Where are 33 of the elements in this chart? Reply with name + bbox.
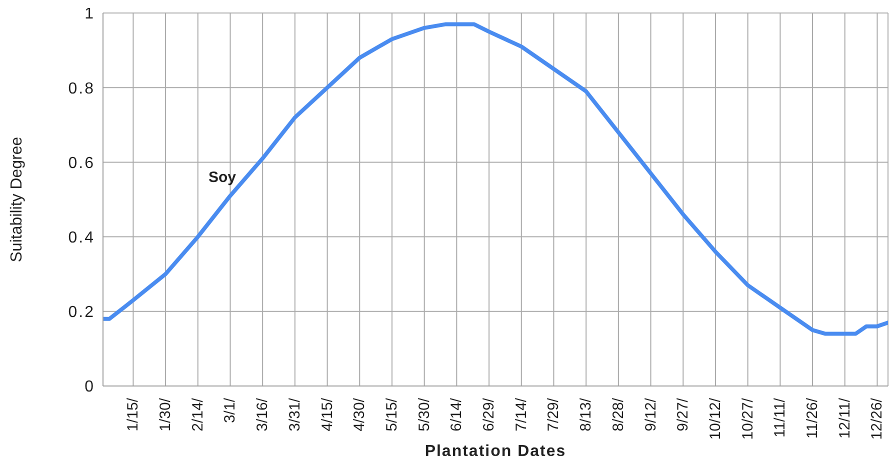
x-tick-label: 8/13/ [578,397,595,432]
x-tick-label: 4/15/ [318,397,336,432]
x-tick-label: 10/27/ [739,397,756,440]
x-tick-label: 5/30/ [416,397,433,432]
y-tick-label: 0 [84,378,95,396]
x-tick-label: 9/12/ [642,397,660,432]
x-tick-label: 1/30/ [157,397,174,432]
x-tick-label: 3/31/ [286,397,304,432]
y-tick-label: 0.2 [68,304,95,322]
y-tick-label: 0.8 [68,80,95,98]
y-tick-label: 1 [84,6,95,23]
x-tick-label: 1/15/ [124,397,142,432]
x-tick-label: 8/28/ [610,397,627,432]
y-tick-label: 0.4 [68,229,95,246]
x-tick-label: 12/11/ [836,397,854,439]
x-tick-label: 11/11/ [772,397,789,438]
x-tick-label: 6/29/ [480,397,498,432]
series-label: Soy [208,168,237,186]
x-tick-label: 7/29/ [545,397,562,432]
x-axis-title: Plantation Dates [424,443,566,456]
x-tick-label: 5/15/ [383,397,400,432]
x-tick-label: 12/26/ [868,397,886,440]
x-tick-label: 2/14/ [189,397,206,432]
y-axis-title: Suitability Degree [8,136,26,262]
x-tick-label: 7/14/ [512,397,530,432]
x-tick-label: 10/12/ [706,397,724,440]
y-tick-label: 0.6 [68,154,95,172]
x-tick-label: 3/1/ [222,397,239,424]
x-tick-label: 3/16/ [254,397,272,432]
x-tick-label: 9/27/ [674,397,692,432]
x-tick-label: 4/30/ [351,397,368,432]
x-tick-label: 6/14/ [448,397,466,432]
x-tick-label: 11/26/ [804,397,822,439]
